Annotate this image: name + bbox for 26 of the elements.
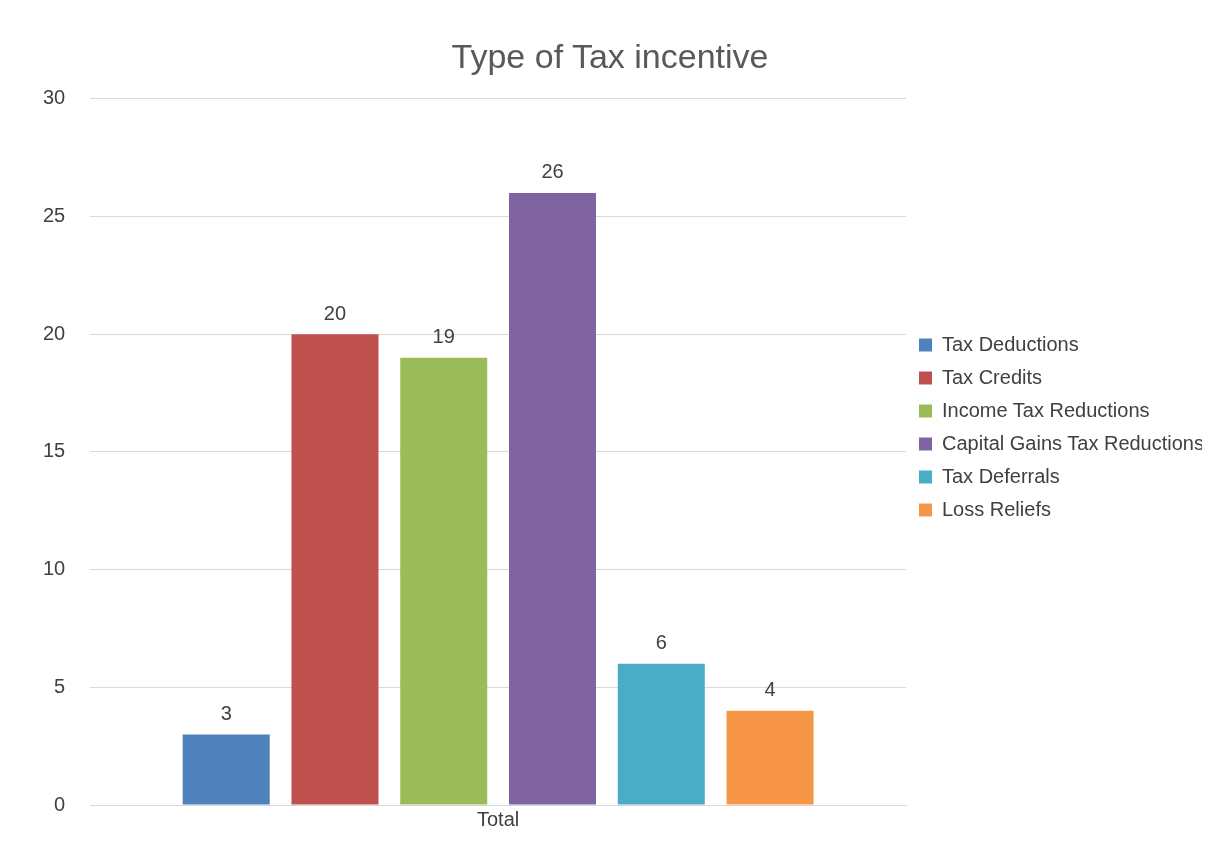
y-tick-label: 10: [43, 557, 66, 580]
chart-title: Type of Tax incentive: [451, 36, 769, 75]
y-tick-label: 20: [43, 321, 66, 344]
bar: [726, 710, 814, 805]
x-tick-label: Total: [477, 807, 520, 830]
data-label: 20: [323, 301, 347, 324]
data-label: 4: [764, 678, 776, 701]
bar: [291, 334, 379, 805]
y-tick-label: 5: [54, 674, 66, 697]
bar: [509, 192, 597, 805]
bar: [182, 734, 270, 805]
bar: [617, 663, 705, 805]
legend-label: Tax Deferrals: [942, 464, 1060, 487]
legend-label: Income Tax Reductions: [942, 398, 1150, 421]
y-tick-label: 15: [43, 439, 66, 462]
y-tick-label: 30: [43, 86, 66, 109]
bar: [400, 357, 488, 805]
data-label: 26: [541, 160, 564, 183]
legend-label: Tax Credits: [942, 365, 1043, 388]
data-label: 19: [432, 325, 455, 348]
y-tick-label: 0: [54, 792, 66, 815]
legend-label: Loss Reliefs: [942, 497, 1051, 520]
legend-label: Tax Deductions: [942, 332, 1079, 355]
data-label: 3: [220, 701, 232, 724]
y-tick-label: 25: [43, 204, 66, 227]
data-label: 6: [655, 631, 667, 654]
